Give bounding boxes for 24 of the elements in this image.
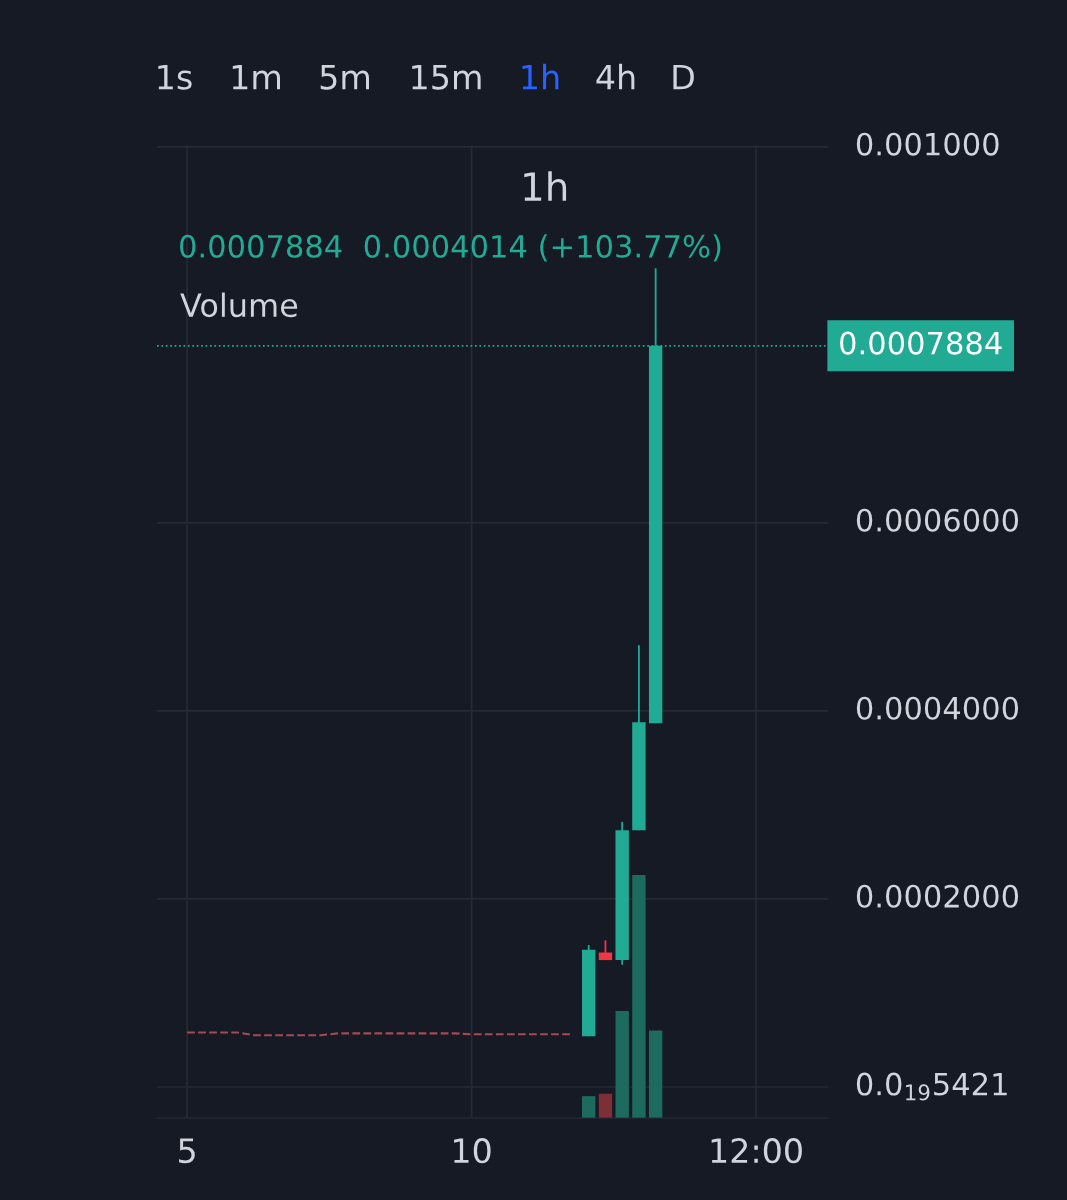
y-tick-label: 0.0004000 — [856, 696, 1019, 720]
text: 1s — [158, 64, 192, 90]
text: 1m — [232, 64, 281, 90]
bar — [598, 1093, 613, 1118]
bar — [582, 1096, 596, 1118]
x-tick-label: 10 — [454, 1138, 491, 1164]
x-tick-label: 12:00 — [711, 1138, 802, 1164]
text: 5m — [320, 64, 370, 90]
text: 1h — [522, 63, 559, 90]
text: 0.0007884 0.0004014 (+103.77%) — [180, 234, 721, 262]
y-tick-label: 0.0002000 — [856, 884, 1019, 908]
text: 4h — [596, 63, 635, 90]
y-tick-label: 0.0006000 — [856, 508, 1019, 532]
bar — [632, 875, 646, 1118]
text: 15m — [412, 64, 481, 90]
y-tick-label: 0.0$_{19}$5421 — [856, 1072, 1007, 1101]
chart-title: Volume — [180, 292, 298, 318]
bar — [648, 1030, 663, 1118]
text: D — [673, 64, 694, 90]
text: 1h — [524, 171, 567, 201]
bar — [615, 1011, 629, 1118]
y-tick-label: 0.001000 — [856, 132, 999, 156]
x-tick-label: 5 — [179, 1138, 195, 1164]
ref-line-label: 0.0007884 — [840, 331, 1002, 355]
